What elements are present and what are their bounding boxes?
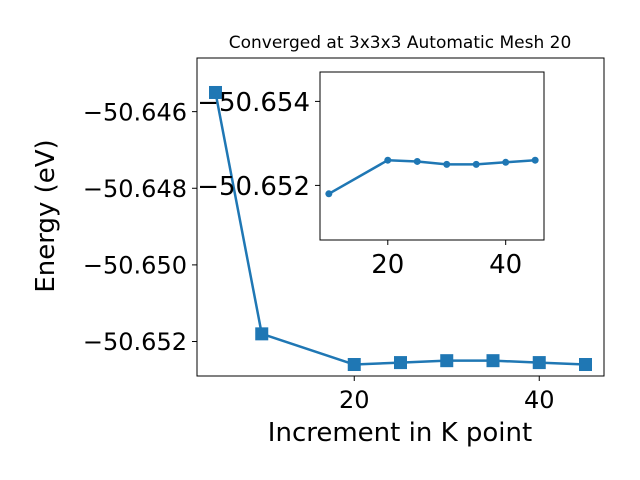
inset-data-point [413, 157, 421, 165]
inset-data-point [502, 158, 510, 166]
main-plot-frame [196, 57, 605, 377]
inset-chart: 20 40 −50.652 −50.654 [197, 71, 545, 280]
main-data-point [532, 356, 546, 370]
main-data-point [347, 358, 361, 372]
inset-ticks: 20 40 −50.652 −50.654 [197, 88, 522, 280]
main-y-tick-label: −50.650 [83, 252, 187, 280]
main-x-tick-label: 40 [524, 386, 555, 414]
main-data-point [486, 354, 500, 368]
inset-x-tick-label: 40 [489, 250, 522, 280]
main-data-point [255, 327, 269, 341]
inset-x-tick-label: 20 [371, 250, 404, 280]
main-ticks: 20 40 −50.646 −50.648 −50.650 −50.652 [83, 98, 555, 414]
main-series [209, 85, 592, 372]
main-data-point [209, 85, 222, 99]
inset-series [325, 156, 539, 198]
main-data-point [440, 354, 454, 368]
main-data-point [579, 358, 592, 372]
inset-background [320, 72, 544, 240]
x-axis-label: Increment in K point [268, 418, 532, 448]
main-series-line [214, 92, 586, 366]
inset-data-point [384, 156, 392, 164]
chart-title: Converged at 3x3x3 Automatic Mesh 20 [229, 33, 572, 53]
main-y-tick-label: −50.648 [83, 175, 187, 203]
inset-data-point [443, 160, 451, 168]
main-y-tick-label: −50.652 [83, 328, 187, 356]
inset-y-tick-label: −50.652 [197, 172, 310, 202]
main-x-tick-label: 20 [339, 386, 370, 414]
inset-plot-frame [319, 71, 545, 241]
y-axis-label: Energy (eV) [31, 139, 61, 292]
inset-data-point [472, 160, 480, 168]
main-data-point [394, 356, 407, 370]
inset-data-point [325, 190, 333, 198]
main-chart: Converged at 3x3x3 Automatic Mesh 20 Inc… [31, 33, 605, 448]
main-y-tick-label: −50.646 [83, 98, 187, 126]
inset-data-point [531, 156, 539, 164]
inset-y-tick-label: −50.654 [197, 88, 310, 118]
